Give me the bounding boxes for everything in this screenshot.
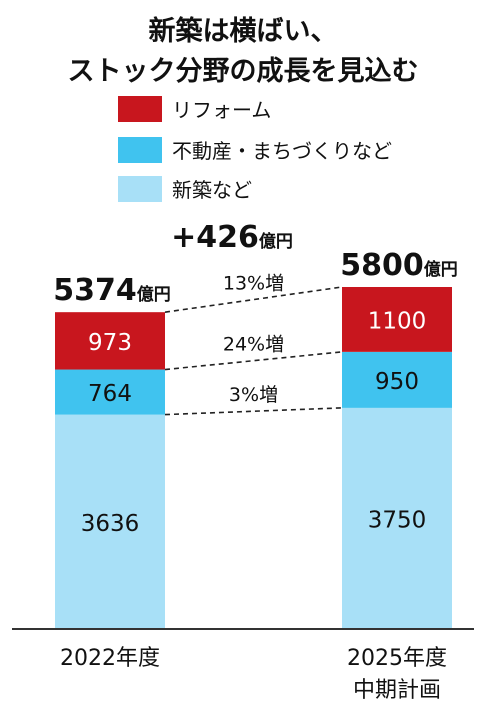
bar-segment	[342, 287, 452, 352]
bar-segment	[342, 407, 452, 629]
total-label: 5374億円	[53, 273, 171, 308]
data-label: 3750	[368, 507, 427, 533]
legend-label: 新築など	[172, 178, 252, 202]
total-unit: 億円	[424, 259, 458, 280]
legend-swatch	[118, 96, 162, 122]
data-label: 3636	[81, 511, 140, 537]
total-label: 5800億円	[340, 248, 458, 283]
bar-segment	[55, 369, 165, 415]
data-label: 973	[88, 330, 132, 356]
legend-label: 不動産・まちづくりなど	[172, 139, 392, 163]
x-tick-label: 2022年度	[60, 646, 160, 671]
growth-label: 24%増	[223, 334, 284, 356]
legend-swatch	[118, 137, 162, 163]
growth-connector	[164, 407, 343, 416]
legend-label: リフォーム	[172, 98, 271, 122]
legend-swatch	[118, 176, 162, 202]
bar-segment	[55, 414, 165, 629]
data-label: 764	[88, 381, 132, 407]
data-label: 1100	[368, 308, 427, 334]
total-unit: 億円	[137, 284, 171, 305]
growth-label: 3%増	[229, 384, 278, 406]
growth-label: 13%増	[223, 273, 284, 295]
bar-segment	[342, 351, 452, 408]
bars: 3636 764 973 3750 950 1100	[55, 287, 452, 629]
data-label: 950	[375, 369, 419, 395]
bar-segment	[55, 312, 165, 370]
total-value: 5374	[53, 273, 137, 308]
difference-label: +426億円	[171, 220, 293, 255]
difference-unit: 億円	[259, 231, 293, 252]
growth-connector	[164, 286, 343, 313]
total-value: 5800	[340, 248, 424, 283]
growth-connectors: 3%増 24%増 13%増	[164, 273, 343, 416]
difference-value: +426	[171, 220, 259, 255]
chart-title-line-2: ストック分野の成長を見込む	[68, 56, 419, 87]
growth-connector	[164, 351, 343, 371]
chart-title-line-1: 新築は横ばい、	[149, 15, 338, 47]
x-tick-label: 中期計画	[353, 678, 441, 703]
x-tick-label: 2025年度	[347, 646, 447, 671]
